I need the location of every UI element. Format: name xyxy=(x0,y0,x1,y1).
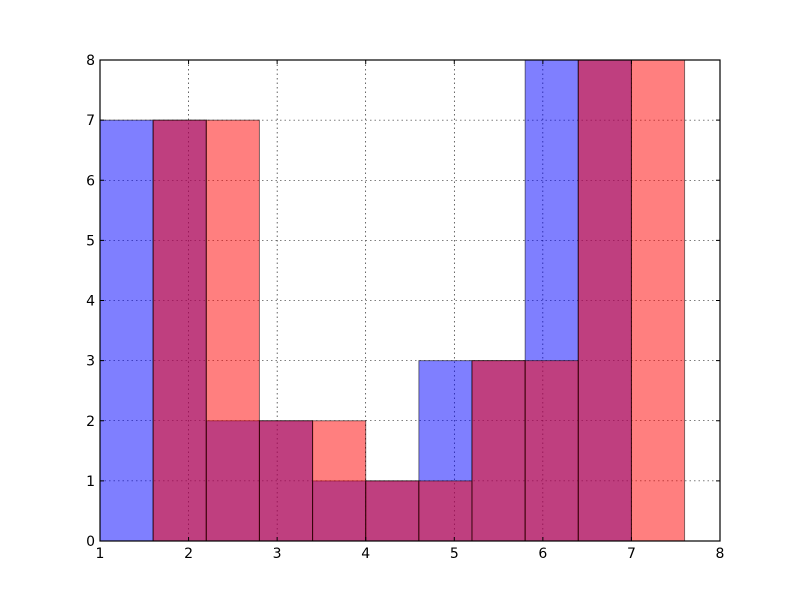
y-tick-label: 6 xyxy=(86,173,95,189)
red-histogram-bar xyxy=(258,420,314,542)
red-histogram-bar xyxy=(577,59,632,542)
axis-ticks xyxy=(99,59,721,542)
red-histogram-bar xyxy=(418,480,473,542)
red-histogram-bar xyxy=(630,59,686,542)
x-tick-label: 2 xyxy=(184,546,193,562)
y-tick-label: 5 xyxy=(86,233,95,249)
y-tick-label: 2 xyxy=(86,414,95,430)
y-tick-label: 3 xyxy=(86,354,95,370)
red-histogram-bar xyxy=(205,119,260,542)
y-tick-label: 7 xyxy=(86,113,95,129)
x-tick-label: 4 xyxy=(361,546,370,562)
y-tick-label: 0 xyxy=(86,534,95,550)
y-tick-label: 8 xyxy=(86,53,95,69)
y-tick-label: 1 xyxy=(86,474,95,490)
blue-histogram-bar xyxy=(99,119,154,542)
x-tick-label: 6 xyxy=(538,546,547,562)
x-tick-label: 7 xyxy=(627,546,636,562)
red-histogram-bar xyxy=(365,480,420,542)
red-histogram-bar xyxy=(524,360,579,542)
histogram-bars xyxy=(99,59,686,542)
x-tick-label: 8 xyxy=(716,546,725,562)
y-axis-tick-labels: 0 1 2 3 4 5 6 7 8 xyxy=(86,53,95,550)
red-histogram-bar xyxy=(312,420,367,542)
y-tick-label: 4 xyxy=(86,294,95,310)
red-histogram-bar xyxy=(152,119,207,542)
x-tick-label: 1 xyxy=(96,546,105,562)
x-tick-label: 3 xyxy=(273,546,282,562)
red-histogram-bar xyxy=(471,360,526,542)
x-tick-label: 5 xyxy=(450,546,459,562)
x-axis-tick-labels: 1 2 3 4 5 6 7 8 xyxy=(96,546,725,562)
